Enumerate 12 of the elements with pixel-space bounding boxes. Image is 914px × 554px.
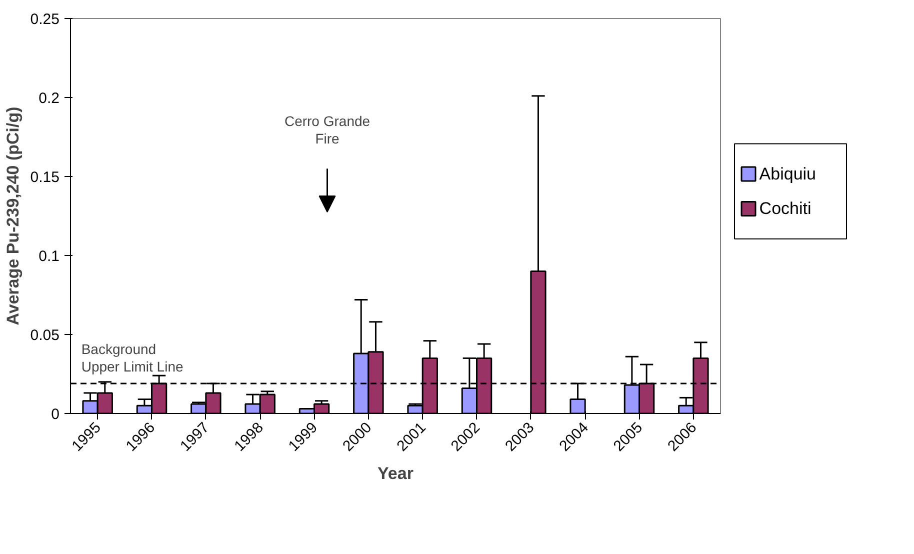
annotation: Cerro Grande Fire <box>284 113 370 147</box>
legend-label: Abiquiu <box>759 164 816 184</box>
y-tick-label: 0 <box>51 406 60 423</box>
x-axis-title: Year <box>378 464 414 483</box>
ref-line-label: Background Upper Limit Line <box>81 340 184 374</box>
y-axis-title: Average Pu-239,240 (pCi/g) <box>3 106 22 326</box>
legend-label: Cochiti <box>759 199 812 218</box>
y-tick-label: 0.05 <box>30 327 60 344</box>
y-tick-label: 0.2 <box>38 90 60 107</box>
y-tick-label: 0.15 <box>30 169 60 186</box>
y-tick-label: 0.1 <box>38 248 60 265</box>
y-tick-label: 0.25 <box>30 11 60 28</box>
